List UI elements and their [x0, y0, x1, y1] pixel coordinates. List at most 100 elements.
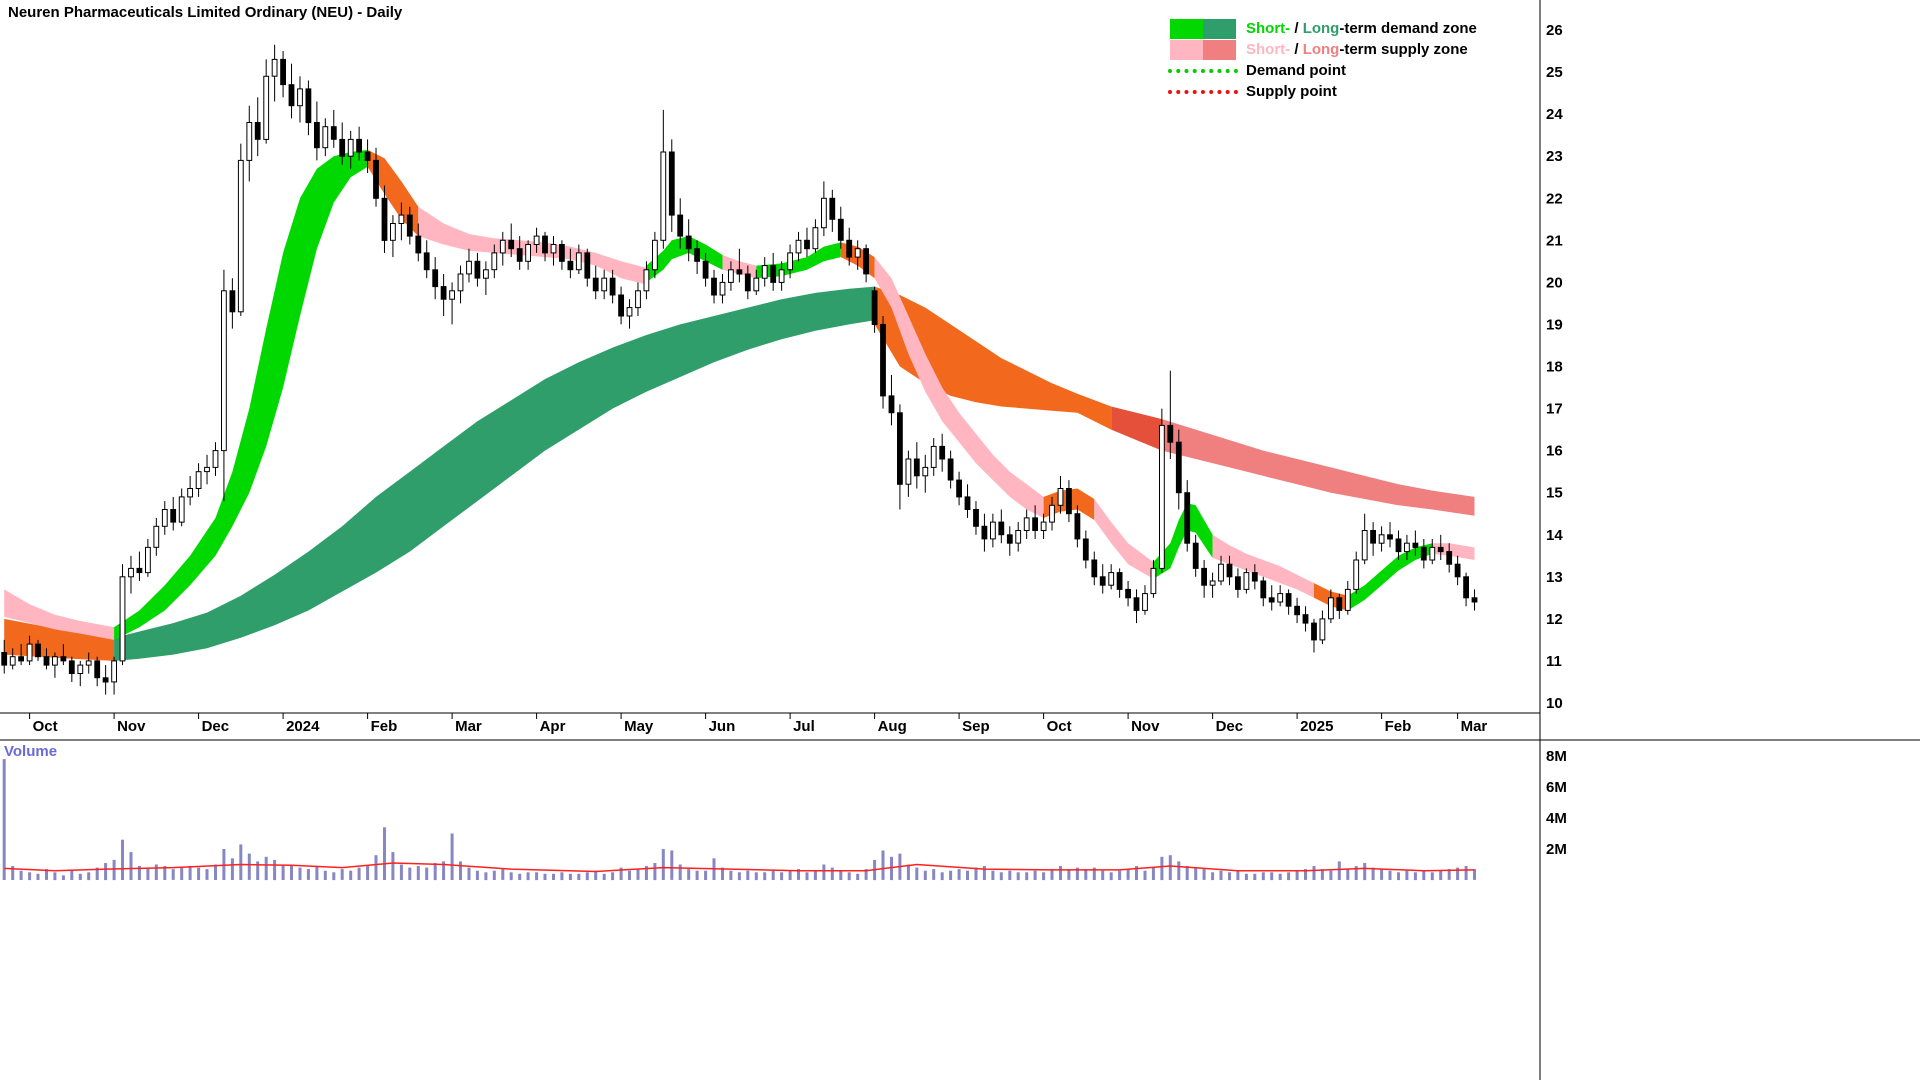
zone-band-overlap_red — [1111, 406, 1162, 451]
candle-body — [1066, 488, 1072, 515]
volume-bar — [433, 863, 437, 881]
price-axis-label: 10 — [1546, 695, 1563, 712]
volume-bar — [205, 869, 209, 880]
short-demand-swatch-icon — [1170, 18, 1203, 39]
candle-body — [1032, 517, 1038, 532]
legend-row-demand-point: Demand point — [1168, 60, 1477, 81]
candle-body — [533, 235, 540, 246]
supply-point-label: Supply point — [1246, 83, 1337, 100]
volume-bar — [501, 869, 505, 880]
volume-bar — [991, 870, 995, 880]
x-axis-label: Dec — [1216, 718, 1244, 735]
volume-bar — [737, 872, 741, 881]
candle-body — [1302, 614, 1309, 624]
candle-body — [1159, 424, 1165, 569]
candle-body — [52, 656, 58, 666]
x-axis-label: Mar — [455, 718, 482, 735]
price-axis-label: 23 — [1546, 148, 1563, 165]
candle-body — [187, 488, 193, 498]
zone-band-short_demand — [114, 149, 368, 640]
volume-bar — [915, 867, 919, 880]
candle-body — [1353, 559, 1360, 590]
volume-bar — [1447, 869, 1451, 880]
volume-bar — [416, 866, 420, 880]
volume-bar — [87, 872, 91, 881]
volume-bar — [1312, 866, 1316, 880]
zone-band-short_supply — [418, 206, 647, 285]
volume-bar — [1253, 873, 1257, 880]
volume-bar — [1380, 869, 1384, 880]
volume-bar — [281, 864, 285, 880]
volume-bar — [1185, 866, 1189, 880]
candle-body — [736, 269, 743, 275]
volume-bar — [695, 870, 699, 880]
candle-body — [1294, 605, 1300, 616]
volume-bar — [95, 867, 99, 880]
volume-bar — [636, 869, 640, 880]
volume-bar — [704, 870, 708, 880]
candle-body — [643, 269, 650, 292]
volume-bar — [1151, 867, 1155, 880]
volume-bar — [171, 869, 175, 880]
long-supply-swatch-icon — [1203, 39, 1236, 60]
price-axis-label: 25 — [1546, 64, 1563, 81]
volume-bar — [890, 856, 893, 881]
candle-body — [1209, 580, 1216, 586]
volume-bar — [1202, 869, 1206, 880]
volume-bar — [788, 870, 792, 880]
candle-body — [221, 290, 227, 452]
candle-body — [60, 656, 67, 662]
price-axis-label: 24 — [1546, 106, 1563, 123]
candle-body — [305, 88, 312, 124]
demand-zone-label-long: Long — [1302, 20, 1340, 37]
candle-body — [787, 252, 794, 271]
candle-body — [1201, 567, 1207, 586]
price-axis-label: 19 — [1546, 316, 1563, 333]
candle-body — [635, 290, 641, 309]
volume-bar — [475, 870, 479, 880]
candle-body — [1116, 572, 1123, 590]
volume-bar — [374, 855, 378, 880]
candle-body — [753, 277, 760, 292]
candle-body — [930, 445, 937, 468]
volume-bar — [678, 864, 682, 880]
volume-bar — [383, 827, 386, 880]
candle-body — [1344, 588, 1351, 611]
x-axis-label: Oct — [1047, 718, 1072, 735]
price-axis-label: 12 — [1546, 611, 1563, 628]
volume-bar — [543, 873, 547, 880]
volume-axis-label: 8M — [1546, 748, 1567, 765]
volume-bar — [349, 870, 353, 880]
candle-body — [1319, 618, 1326, 641]
volume-bar — [754, 872, 758, 881]
volume-bar — [1346, 869, 1350, 880]
candle-body — [1125, 588, 1131, 599]
candle-body — [1328, 597, 1334, 620]
volume-bar — [1084, 869, 1088, 880]
candle-body — [1463, 576, 1469, 599]
volume-bar — [982, 866, 986, 880]
candle-body — [204, 466, 210, 473]
volume-bar — [552, 873, 555, 880]
x-axis-label: Feb — [371, 718, 398, 735]
volume-bar — [78, 873, 82, 880]
candle-body — [1175, 441, 1182, 494]
candle-body — [423, 252, 430, 271]
supply-zone-label: Short- / Long-term supply zone — [1246, 41, 1468, 58]
price-axis-label: 15 — [1546, 485, 1563, 502]
volume-bar — [780, 872, 784, 881]
volume-bar — [121, 839, 124, 880]
candle-body — [1040, 521, 1047, 531]
zone-band-overlap_orange — [367, 149, 419, 237]
candle-body — [508, 239, 515, 250]
volume-bar — [1075, 867, 1079, 880]
candle-body — [956, 479, 963, 498]
price-axis-label: 22 — [1546, 190, 1563, 207]
volume-bar — [729, 870, 733, 880]
supply-zone-swatches — [1168, 39, 1238, 60]
volume-bar — [1405, 870, 1409, 880]
x-axis-label: Mar — [1461, 718, 1488, 735]
volume-bar — [999, 872, 1003, 881]
